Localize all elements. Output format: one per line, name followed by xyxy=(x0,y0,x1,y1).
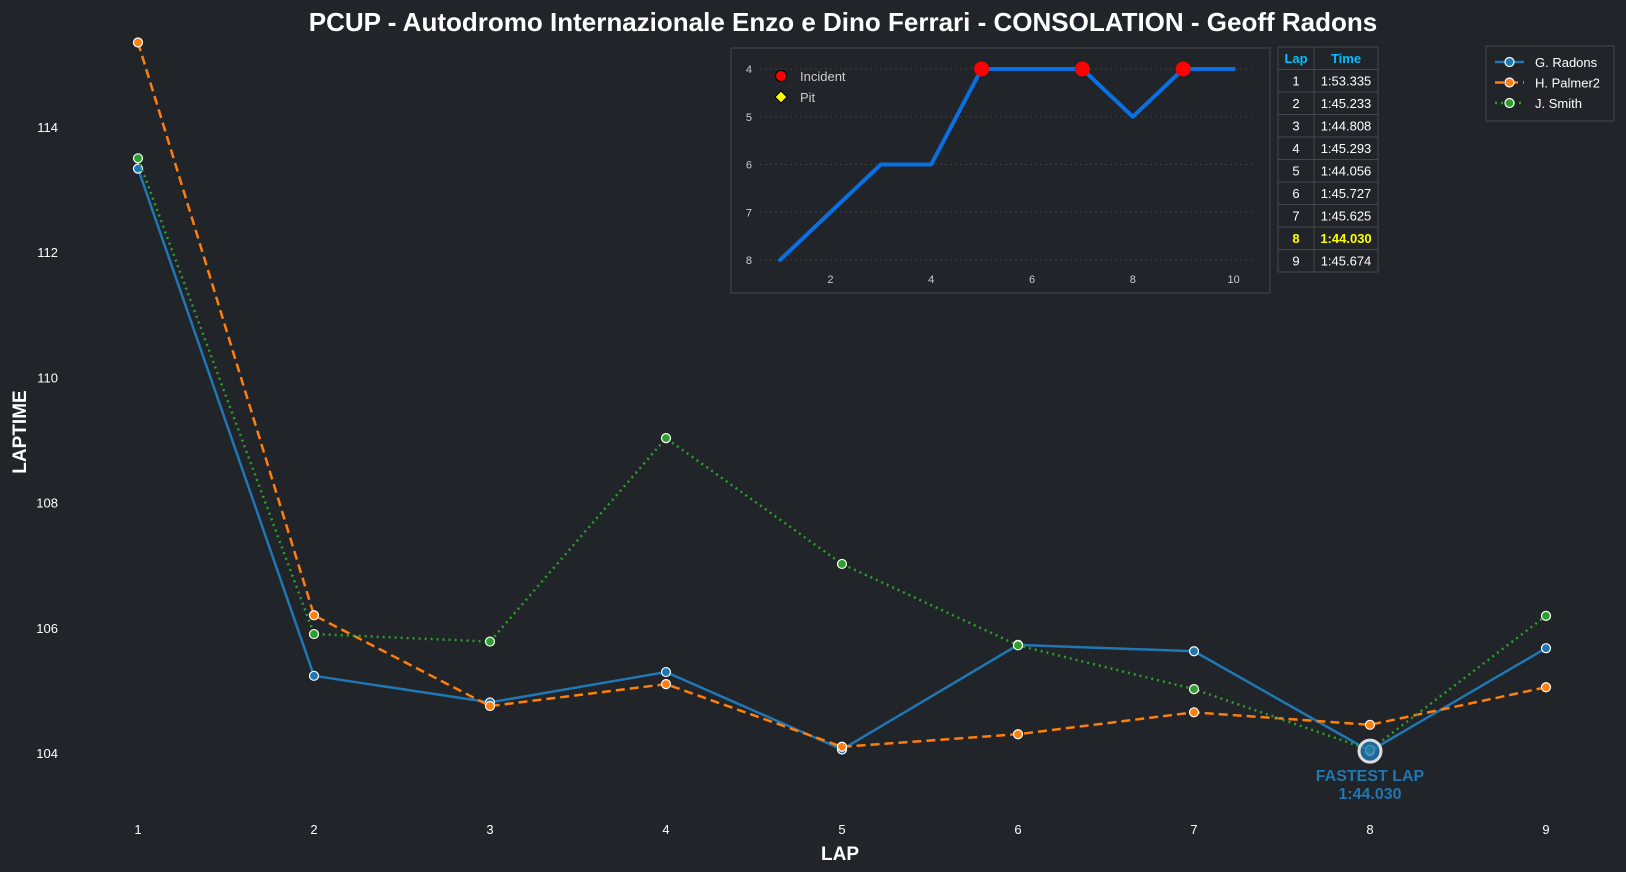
series-line-j-smith xyxy=(136,157,1547,752)
x-tick-label: 1 xyxy=(134,822,141,837)
x-tick-label: 9 xyxy=(1542,822,1549,837)
inset-y-tick-label: 6 xyxy=(746,160,752,172)
legend-marker xyxy=(1504,56,1515,68)
inset-y-tick-label: 7 xyxy=(746,207,752,219)
fastest-lap-marker xyxy=(1357,738,1383,764)
inset-legend-label: Pit xyxy=(800,90,816,105)
y-tick-label: 114 xyxy=(37,120,58,135)
data-point xyxy=(1540,610,1552,622)
inset-frame xyxy=(730,47,1271,294)
x-tick-label: 8 xyxy=(1366,822,1373,837)
data-point xyxy=(1540,643,1552,654)
table-time: 1:45.727 xyxy=(1321,186,1372,201)
table-time: 1:45.293 xyxy=(1321,141,1372,156)
inset-x-tick-label: 6 xyxy=(1029,274,1035,286)
data-point xyxy=(660,666,672,678)
data-point xyxy=(484,636,496,647)
table-lap: 3 xyxy=(1292,119,1299,134)
data-point xyxy=(1188,646,1200,657)
y-tick-label: 106 xyxy=(36,621,58,636)
inset-y-tick-label: 5 xyxy=(746,112,752,124)
x-tick-label: 7 xyxy=(1190,822,1197,837)
data-point xyxy=(660,433,672,444)
x-tick-label: 5 xyxy=(838,822,845,837)
table-time: 1:44.030 xyxy=(1320,231,1371,246)
data-point xyxy=(132,37,144,48)
inset-position-line xyxy=(778,67,1236,262)
inset-x-tick-label: 2 xyxy=(827,274,833,286)
table-lap: 1 xyxy=(1292,74,1299,89)
x-tick-label: 2 xyxy=(310,822,317,837)
table-lap: 5 xyxy=(1292,164,1299,179)
x-axis-label: LAP xyxy=(821,844,859,865)
data-point xyxy=(1364,719,1376,730)
inset-y-tick-label: 8 xyxy=(746,255,752,267)
table-lap: 8 xyxy=(1292,231,1299,246)
y-tick-label: 104 xyxy=(36,746,58,761)
data-point xyxy=(836,558,848,570)
y-tick-label: 110 xyxy=(37,370,58,385)
pit-legend-icon xyxy=(774,90,788,104)
data-point xyxy=(1012,729,1024,740)
table-header-time: Time xyxy=(1331,51,1361,66)
x-tick-label: 6 xyxy=(1014,822,1021,837)
y-tick-label: 112 xyxy=(37,245,58,260)
legend-marker xyxy=(1504,77,1515,88)
inset-x-tick-label: 4 xyxy=(928,274,934,286)
series-line-h-palmer2 xyxy=(136,42,1547,749)
incident-marker xyxy=(974,61,990,77)
data-point xyxy=(308,628,320,640)
data-point xyxy=(660,679,672,690)
data-point xyxy=(1540,682,1552,693)
data-point xyxy=(836,741,848,752)
y-tick-label: 108 xyxy=(36,496,58,511)
table-lap: 6 xyxy=(1292,186,1299,201)
table-time: 1:45.625 xyxy=(1321,209,1372,224)
table-time: 1:45.674 xyxy=(1321,254,1372,269)
inset-x-tick-label: 8 xyxy=(1130,274,1136,286)
legend-label: H. Palmer2 xyxy=(1535,76,1600,91)
data-point xyxy=(132,163,144,174)
table-time: 1:45.233 xyxy=(1321,96,1372,111)
table-cell xyxy=(1313,249,1379,273)
incident-legend-icon xyxy=(775,70,787,82)
table-time: 1:44.808 xyxy=(1321,119,1372,134)
data-point xyxy=(308,670,320,681)
incident-marker xyxy=(1175,61,1191,77)
table-lap: 2 xyxy=(1292,96,1299,111)
legend-marker xyxy=(1504,97,1515,109)
legend-label: G. Radons xyxy=(1535,55,1598,70)
x-tick-label: 3 xyxy=(486,822,493,837)
table-time: 1:44.056 xyxy=(1321,164,1372,179)
chart-title: PCUP - Autodromo Internazionale Enzo e D… xyxy=(309,7,1377,37)
inset-x-tick-label: 10 xyxy=(1227,274,1239,286)
table-time: 1:53.335 xyxy=(1321,74,1372,89)
data-point xyxy=(1012,640,1024,651)
y-axis-label: LAPTIME xyxy=(10,390,31,473)
table-lap: 7 xyxy=(1292,209,1299,224)
legend-label: J. Smith xyxy=(1535,96,1582,111)
inset-y-tick-label: 4 xyxy=(746,64,752,76)
fastest-lap-label: FASTEST LAP xyxy=(1316,768,1425,785)
data-point xyxy=(484,700,496,712)
data-point xyxy=(1188,684,1200,695)
data-point xyxy=(308,610,320,621)
data-point xyxy=(132,153,144,164)
table-lap: 9 xyxy=(1292,254,1299,269)
table-header-lap: Lap xyxy=(1284,51,1307,66)
data-point xyxy=(1188,707,1200,718)
table-lap: 4 xyxy=(1292,141,1299,156)
fastest-lap-time: 1:44.030 xyxy=(1338,786,1401,803)
incident-marker xyxy=(1074,61,1090,77)
inset-legend-label: Incident xyxy=(800,69,846,84)
x-tick-label: 4 xyxy=(662,822,669,837)
